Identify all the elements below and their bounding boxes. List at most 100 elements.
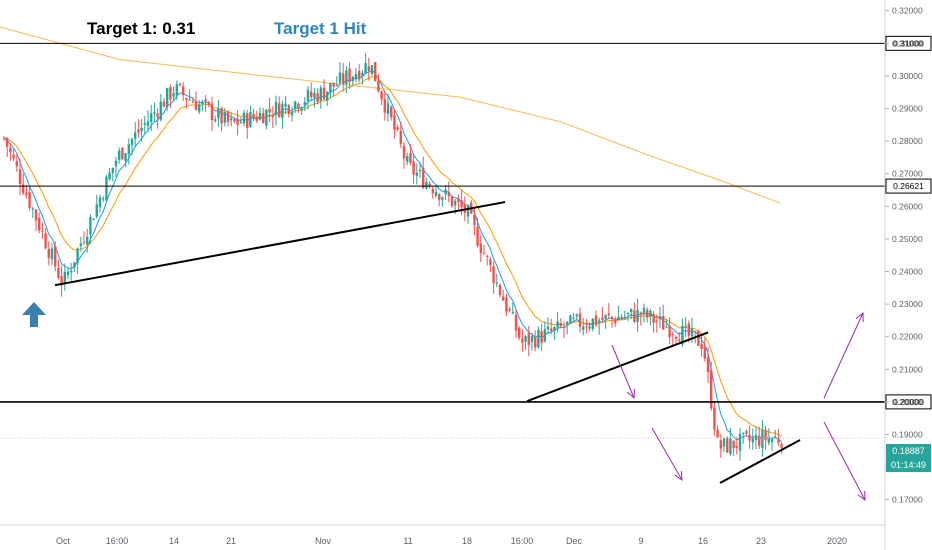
candle-body <box>758 435 761 446</box>
candle-body <box>92 218 95 220</box>
candle-body <box>108 172 111 180</box>
candle-body <box>329 83 332 93</box>
candle-body <box>386 103 390 115</box>
candle-body <box>434 191 438 196</box>
x-tick-label: 21 <box>226 536 236 546</box>
y-tick-label: 0.17000 <box>892 495 923 505</box>
candle-body <box>22 184 25 194</box>
candle-body <box>626 312 630 314</box>
candle-body <box>553 327 556 331</box>
candle-body <box>738 433 742 451</box>
candle-body <box>210 103 214 121</box>
projection-arrow-down-1[interactable] <box>611 344 635 399</box>
candle-body <box>194 101 198 111</box>
trendline[interactable] <box>54 201 506 287</box>
candle-body <box>777 438 780 443</box>
candle-body <box>111 167 114 173</box>
candle-body <box>361 72 364 77</box>
candle-body <box>422 168 425 188</box>
projection-arrow-down-3[interactable] <box>823 421 866 501</box>
candle-body <box>281 104 284 118</box>
candle-body <box>658 316 662 320</box>
candle-body <box>748 435 751 441</box>
candle-body <box>489 259 492 265</box>
candle-body <box>610 316 614 318</box>
candle-body <box>121 148 124 160</box>
candle-body <box>175 84 178 96</box>
candle-body <box>60 275 63 286</box>
candle-body <box>530 335 534 343</box>
trendline[interactable] <box>719 439 801 484</box>
candle-body <box>492 266 495 284</box>
candle-body <box>143 123 146 125</box>
candle-body <box>726 437 729 453</box>
candle-body <box>374 62 377 82</box>
candle-body <box>252 114 255 118</box>
candle-body <box>172 93 175 97</box>
candle-body <box>636 309 639 322</box>
candle-body <box>678 339 681 342</box>
candle-body <box>511 312 514 314</box>
candle-body <box>220 108 223 124</box>
candle-body <box>655 320 658 322</box>
candle-body <box>226 111 230 122</box>
candle-body <box>719 440 722 449</box>
candle-body <box>31 208 34 210</box>
candle-body <box>130 138 134 145</box>
y-tick-label: 0.27000 <box>892 169 923 179</box>
y-tick-label: 0.32000 <box>892 6 923 16</box>
candle-body <box>415 172 418 176</box>
candle-body <box>12 154 15 159</box>
x-tick-label: 23 <box>756 536 766 546</box>
candle-body <box>28 191 31 208</box>
level-price-label: 0.26621 <box>893 181 924 191</box>
projection-arrow-up[interactable] <box>823 312 864 399</box>
candle-body <box>412 161 415 175</box>
candle-body <box>620 316 623 319</box>
last-price-badge: 0.18887 <box>886 444 931 458</box>
candle-body <box>134 132 137 139</box>
x-tick-label: 16:00 <box>106 536 129 546</box>
candle-body <box>684 325 687 327</box>
projection-arrow-down-2[interactable] <box>651 427 683 481</box>
candle-body <box>607 313 610 316</box>
candle-body <box>447 191 450 197</box>
candle-body <box>527 333 530 346</box>
candle-body <box>38 217 41 231</box>
candle-body <box>649 310 652 317</box>
trendline[interactable] <box>526 331 709 403</box>
candle-body <box>73 262 76 268</box>
candle-body <box>642 308 646 314</box>
candle-body <box>745 431 748 434</box>
candle-body <box>290 111 294 116</box>
level-price-box <box>885 178 932 194</box>
candle-body <box>601 317 604 320</box>
candle-body <box>767 438 770 443</box>
candle-body <box>258 112 262 120</box>
candle-body <box>249 111 252 128</box>
candle-body <box>687 323 690 336</box>
x-tick-label: Dec <box>566 536 583 546</box>
candle-body <box>780 443 783 448</box>
candle-body <box>127 144 130 155</box>
candle-body <box>559 323 562 327</box>
candle-body <box>690 328 694 337</box>
candle-body <box>313 93 316 98</box>
candle-body <box>268 108 271 113</box>
candle-body <box>639 312 642 316</box>
candle-body <box>34 209 38 221</box>
candle-body <box>495 282 498 284</box>
candle-body <box>390 106 393 118</box>
x-tick-label: Nov <box>315 536 332 546</box>
candle-body <box>351 76 354 82</box>
candle-body <box>630 308 633 313</box>
candle-body <box>482 252 486 254</box>
candle-body <box>543 329 546 342</box>
candle-body <box>265 109 268 126</box>
candle-body <box>457 198 460 203</box>
x-tick-label: 2020 <box>827 536 847 546</box>
candle-body <box>396 127 399 130</box>
candle-body <box>572 318 575 320</box>
candle-body <box>98 197 102 208</box>
